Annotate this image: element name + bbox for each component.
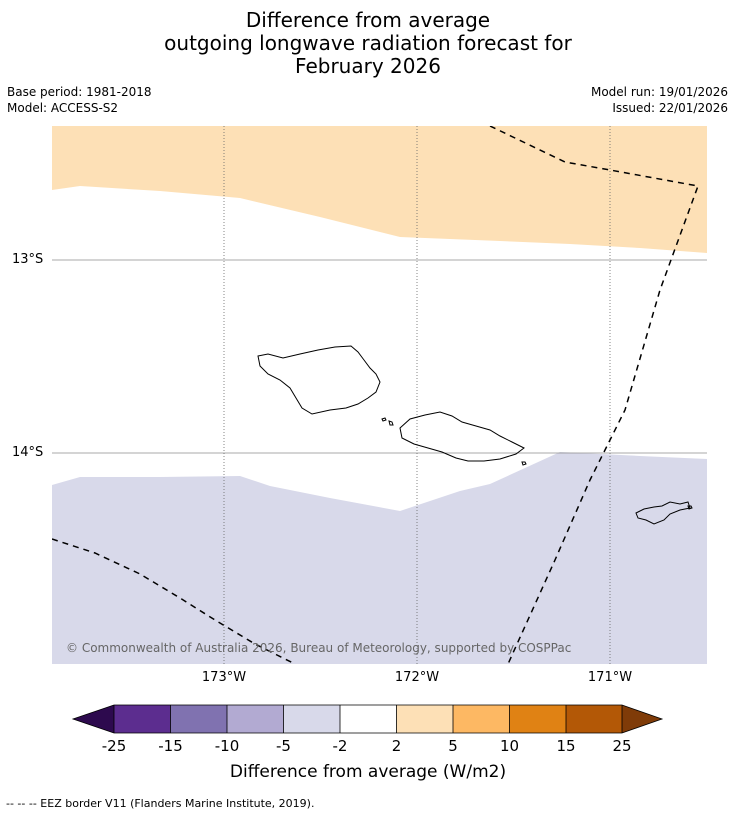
lon-label-171w: 171°W bbox=[587, 670, 633, 685]
colorbar-over-arrow bbox=[622, 705, 662, 733]
eez-border-south bbox=[52, 538, 296, 664]
colorbar-title: Difference from average (W/m2) bbox=[229, 762, 507, 782]
lat-label-13s: 13°S bbox=[12, 252, 44, 267]
colorbar-bin bbox=[509, 705, 566, 733]
issued-date: Issued: 22/01/2026 bbox=[612, 101, 728, 115]
map-copyright: © Commonwealth of Australia 2026, Bureau… bbox=[66, 641, 572, 655]
negative-anomaly-band bbox=[52, 452, 707, 664]
colorbar bbox=[71, 704, 664, 734]
aunuu-islet bbox=[687, 505, 693, 510]
colorbar-bin bbox=[453, 705, 510, 733]
tutuila-island bbox=[635, 501, 691, 525]
small-islet-3 bbox=[521, 461, 527, 466]
small-islet-2 bbox=[388, 420, 394, 426]
colorbar-tick-label: 5 bbox=[448, 737, 458, 755]
colorbar-bin bbox=[114, 705, 171, 733]
title-line-2: outgoing longwave radiation forecast for bbox=[164, 31, 572, 55]
colorbar-bin bbox=[283, 705, 340, 733]
colorbar-bin bbox=[340, 705, 397, 733]
colorbar-tick-label: 10 bbox=[499, 737, 520, 755]
upolu-island bbox=[399, 411, 525, 462]
colorbar-bin bbox=[566, 705, 622, 733]
colorbar-bin bbox=[227, 705, 284, 733]
title-line-1: Difference from average bbox=[245, 8, 491, 32]
colorbar-tick-label: -15 bbox=[158, 737, 183, 755]
colorbar-bin bbox=[396, 705, 453, 733]
colorbar-tick-label: -25 bbox=[101, 737, 127, 755]
colorbar-tick-label: -10 bbox=[214, 737, 240, 755]
eez-legend: -- -- -- EEZ border V11 (Flanders Marine… bbox=[6, 797, 315, 810]
colorbar-tick-label: -2 bbox=[332, 737, 348, 755]
model-name: Model: ACCESS-S2 bbox=[7, 101, 119, 115]
positive-anomaly-band bbox=[52, 126, 707, 253]
colorbar-outline bbox=[71, 704, 664, 734]
lon-label-172w: 172°W bbox=[394, 670, 440, 685]
colorbar-tick-label: 25 bbox=[612, 737, 632, 755]
small-islet-1 bbox=[381, 417, 387, 422]
lat-label-14s: 14°S bbox=[12, 445, 44, 460]
colorbar-tick-label: 2 bbox=[391, 737, 402, 755]
colorbar-tick-label: -5 bbox=[276, 737, 291, 755]
savaii-island bbox=[257, 345, 381, 415]
title-line-3: February 2026 bbox=[295, 54, 441, 78]
colorbar-bin bbox=[170, 705, 227, 733]
map-area bbox=[52, 126, 707, 664]
colorbar-tick-label: 15 bbox=[556, 737, 576, 755]
lon-label-173w: 173°W bbox=[201, 670, 247, 685]
model-run: Model run: 19/01/2026 bbox=[590, 85, 728, 99]
colorbar-under-arrow bbox=[73, 705, 114, 733]
base-period: Base period: 1981-2018 bbox=[7, 85, 152, 99]
